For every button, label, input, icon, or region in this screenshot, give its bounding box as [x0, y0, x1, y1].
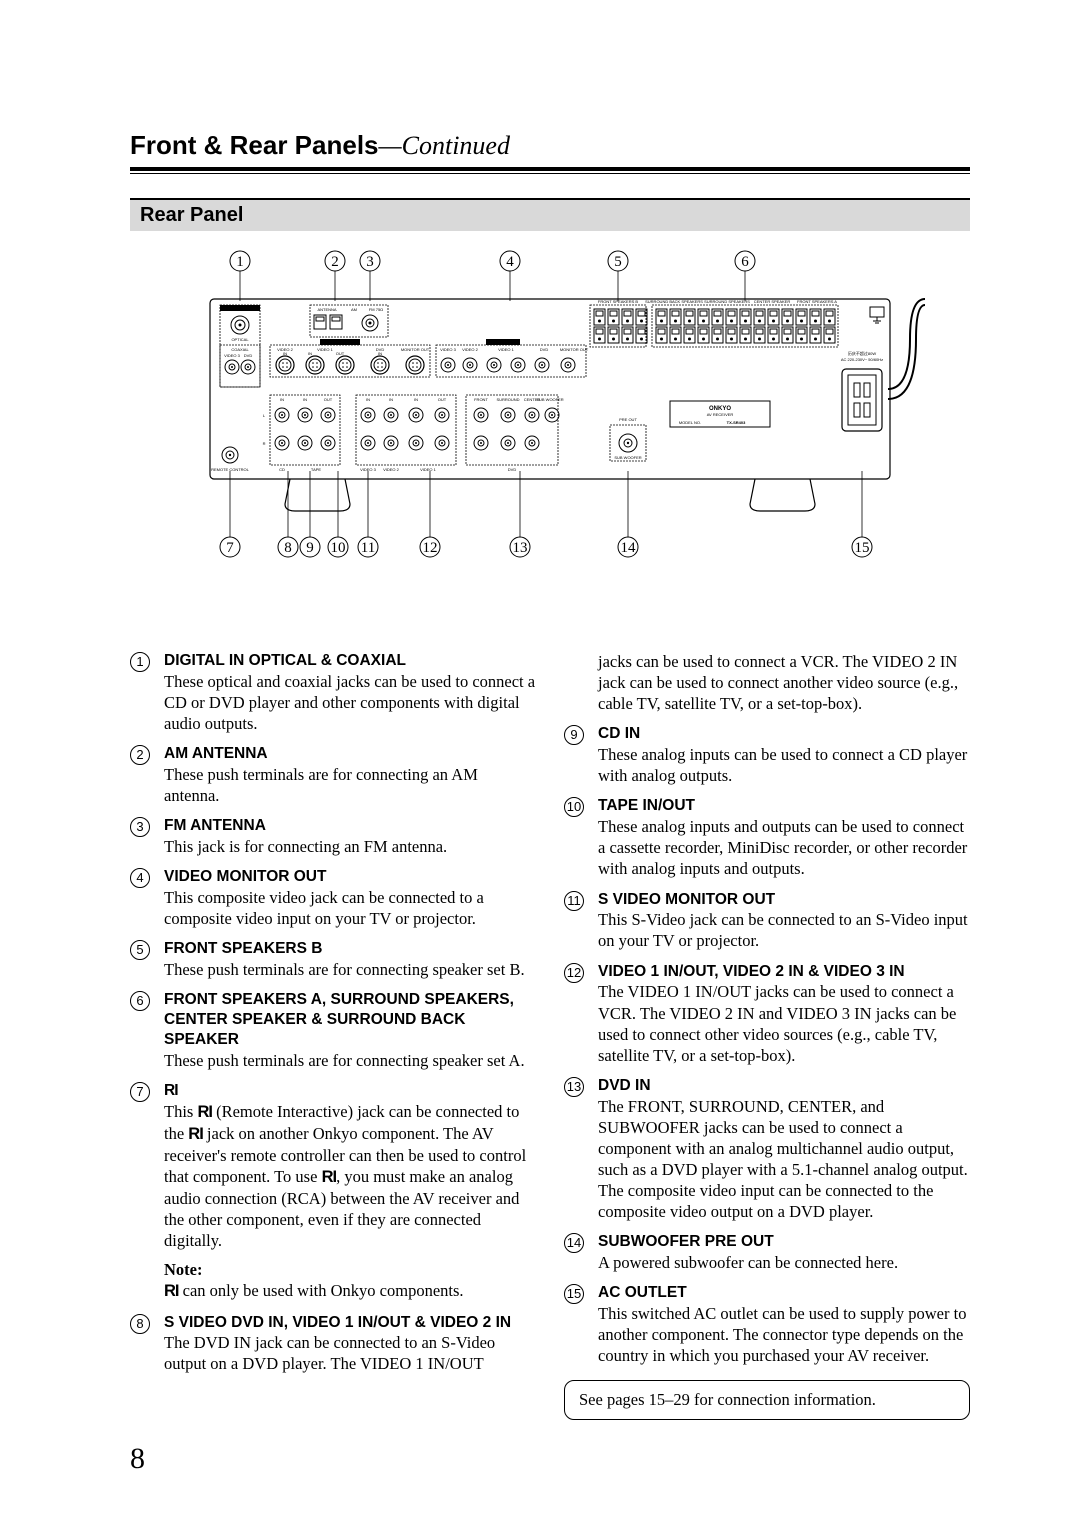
item-2: 2 AM ANTENNA These push terminals are fo…: [130, 744, 536, 806]
item-12: 12 VIDEO 1 IN/OUT, VIDEO 2 IN & VIDEO 3 …: [564, 962, 970, 1066]
svg-text:PRE OUT: PRE OUT: [619, 417, 637, 422]
svg-text:1: 1: [236, 254, 244, 270]
svg-text:13: 13: [513, 540, 528, 556]
svg-text:VIDEO 3: VIDEO 3: [224, 353, 241, 358]
svg-text:AM: AM: [351, 307, 357, 312]
item-7-text: This RI (Remote Interactive) jack can be…: [164, 1101, 536, 1252]
svg-text:IN: IN: [389, 397, 393, 402]
svg-text:OPTICAL: OPTICAL: [231, 337, 249, 342]
svg-text:IN: IN: [308, 351, 312, 356]
svg-text:OUT: OUT: [324, 397, 333, 402]
svg-text:IN: IN: [366, 397, 370, 402]
svg-text:SURROUND: SURROUND: [496, 397, 519, 402]
svg-text:FM 75Ω: FM 75Ω: [369, 307, 383, 312]
item-3: 3 FM ANTENNA This jack is for connecting…: [130, 816, 536, 857]
svg-text:AV RECEIVER: AV RECEIVER: [707, 412, 734, 417]
svg-text:5: 5: [614, 254, 622, 270]
svg-text:FRONT SPEAKERS B: FRONT SPEAKERS B: [598, 299, 638, 304]
svg-text:IN: IN: [283, 351, 287, 356]
right-column: jacks can be used to connect a VCR. The …: [564, 651, 970, 1420]
item-5: 5 FRONT SPEAKERS B These push terminals …: [130, 939, 536, 980]
svg-text:10: 10: [331, 540, 346, 556]
svg-text:SUB WOOFER: SUB WOOFER: [536, 397, 563, 402]
svg-text:MODEL NO.: MODEL NO.: [679, 420, 701, 425]
svg-text:DVD: DVD: [540, 347, 549, 352]
svg-text:VIDEO 1: VIDEO 1: [317, 347, 334, 352]
svg-text:DIGITAL IN: DIGITAL IN: [230, 306, 250, 311]
svg-text:VIDEO 3: VIDEO 3: [360, 467, 377, 472]
svg-text:DVD: DVD: [508, 467, 517, 472]
svg-text:SURROUND SPEAKERS: SURROUND SPEAKERS: [704, 299, 750, 304]
item-13: 13 DVD IN The FRONT, SURROUND, CENTER, a…: [564, 1076, 970, 1222]
svg-text:15: 15: [855, 540, 870, 556]
svg-text:DVD: DVD: [244, 353, 253, 358]
svg-text:SUB WOOFER: SUB WOOFER: [614, 455, 641, 460]
svg-text:OUT: OUT: [438, 397, 447, 402]
see-pages-box: See pages 15–29 for connection informati…: [564, 1380, 970, 1419]
svg-text:6: 6: [741, 254, 749, 270]
svg-text:AC 220-230V~ 50/60Hz: AC 220-230V~ 50/60Hz: [841, 357, 883, 362]
item-15: 15 AC OUTLET This switched AC outlet can…: [564, 1283, 970, 1366]
svg-text:7: 7: [226, 540, 234, 556]
svg-text:TAPE: TAPE: [311, 467, 321, 472]
svg-text:IN: IN: [414, 397, 418, 402]
page-number: 8: [130, 1442, 145, 1476]
svg-text:COAXIAL: COAXIAL: [231, 347, 249, 352]
note-label: Note:: [164, 1260, 202, 1279]
svg-text:12: 12: [423, 540, 438, 556]
left-column: 1 DIGITAL IN OPTICAL & COAXIAL These opt…: [130, 651, 536, 1420]
item-11: 11 S VIDEO MONITOR OUT This S-Video jack…: [564, 890, 970, 952]
svg-text:SURROUND BACK SPEAKERS: SURROUND BACK SPEAKERS: [645, 299, 703, 304]
svg-text:历庆不超过80W: 历庆不超过80W: [848, 350, 876, 356]
svg-text:FRONT: FRONT: [474, 397, 488, 402]
page-title: Front & Rear Panels—Continued: [130, 130, 970, 161]
item-6: 6 FRONT SPEAKERS A, SURROUND SPEAKERS, C…: [130, 990, 536, 1071]
title-bold: Front & Rear Panels: [130, 130, 379, 160]
title-italic: —Continued: [379, 131, 510, 160]
svg-text:VIDEO 1: VIDEO 1: [498, 347, 515, 352]
svg-text:R: R: [263, 441, 266, 446]
svg-text:FRONT SPEAKERS A: FRONT SPEAKERS A: [797, 299, 837, 304]
svg-text:11: 11: [361, 540, 375, 556]
svg-text:VIDEO 3: VIDEO 3: [440, 347, 457, 352]
svg-text:CD: CD: [279, 467, 285, 472]
svg-text:TX-SR403: TX-SR403: [727, 420, 746, 425]
svg-text:S VIDEO: S VIDEO: [332, 340, 348, 345]
svg-text:MONITOR OUT: MONITOR OUT: [401, 347, 430, 352]
svg-text:MONITOR OUT: MONITOR OUT: [560, 347, 589, 352]
item-1: 1 DIGITAL IN OPTICAL & COAXIAL These opt…: [130, 651, 536, 734]
rear-panel-diagram: 123456 789101112131415 DIGITAL IN OPTICA…: [130, 249, 970, 629]
svg-text:REMOTE CONTROL: REMOTE CONTROL: [211, 467, 250, 472]
svg-text:L: L: [263, 413, 266, 418]
svg-text:VIDEO 1: VIDEO 1: [420, 467, 437, 472]
svg-text:VIDEO 2: VIDEO 2: [383, 467, 400, 472]
svg-text:IN: IN: [280, 397, 284, 402]
svg-text:9: 9: [306, 540, 314, 556]
item-14: 14 SUBWOOFER PRE OUT A powered subwoofer…: [564, 1232, 970, 1273]
subheader-rear-panel: Rear Panel: [130, 198, 970, 231]
svg-text:VIDEO 2: VIDEO 2: [462, 347, 479, 352]
item-10: 10 TAPE IN/OUT These analog inputs and o…: [564, 796, 970, 879]
body-columns: 1 DIGITAL IN OPTICAL & COAXIAL These opt…: [130, 651, 970, 1420]
svg-text:CENTER SPEAKER: CENTER SPEAKER: [754, 299, 791, 304]
svg-text:14: 14: [621, 540, 637, 556]
item-4: 4 VIDEO MONITOR OUT This composite video…: [130, 867, 536, 929]
svg-text:ANTENNA: ANTENNA: [317, 307, 336, 312]
item-9: 9 CD IN These analog inputs can be used …: [564, 724, 970, 786]
title-rule: [130, 167, 970, 174]
item-8-cont: jacks can be used to connect a VCR. The …: [564, 651, 970, 714]
svg-text:IN: IN: [378, 351, 382, 356]
svg-text:4: 4: [506, 254, 514, 270]
svg-text:IN: IN: [303, 397, 307, 402]
svg-text:VIDEO: VIDEO: [497, 340, 509, 345]
ri-heading: RI: [164, 1081, 536, 1101]
svg-text:OUT: OUT: [336, 351, 345, 356]
svg-text:3: 3: [366, 254, 374, 270]
svg-text:8: 8: [284, 540, 292, 556]
item-8: 8 S VIDEO DVD IN, VIDEO 1 IN/OUT & VIDEO…: [130, 1313, 536, 1375]
item-7: 7 RI This RI (Remote Interactive) jack c…: [130, 1081, 536, 1303]
svg-text:2: 2: [331, 254, 339, 270]
